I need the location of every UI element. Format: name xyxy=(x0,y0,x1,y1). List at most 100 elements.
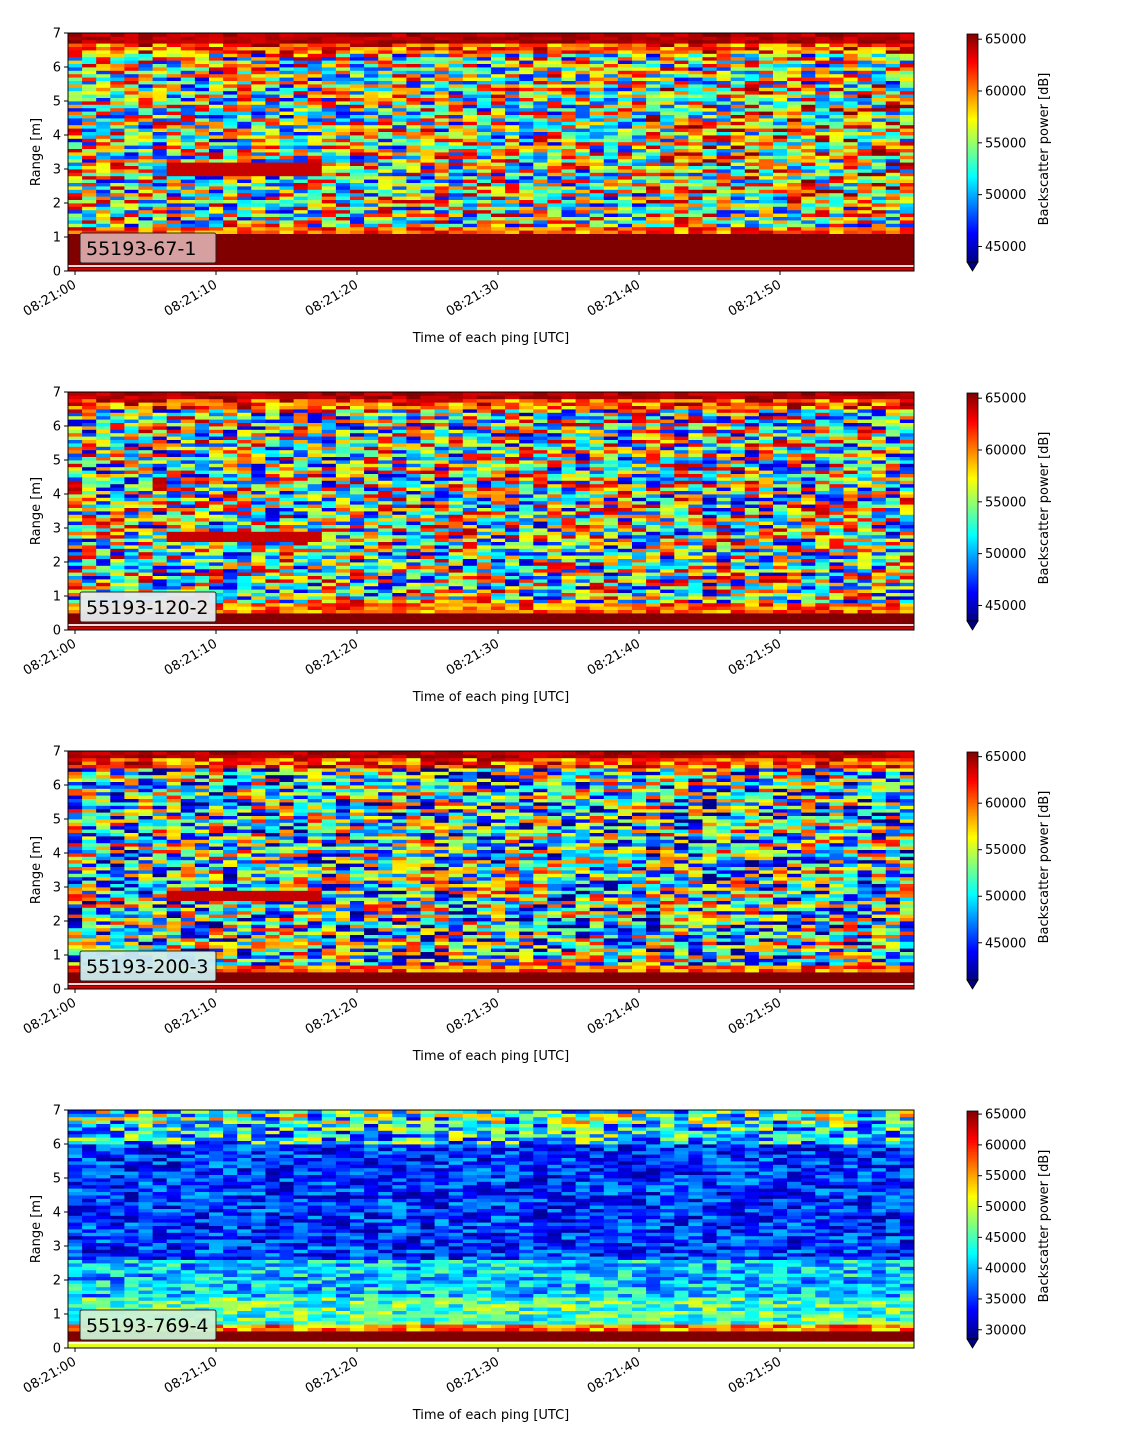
x-tick-label: 08:21:40 xyxy=(585,636,643,678)
colorbar-tick-label: 40000 xyxy=(985,1262,1026,1277)
x-tick-label: 08:21:00 xyxy=(21,1354,79,1396)
colorbar-tick-label: 35000 xyxy=(985,1292,1026,1307)
x-tick-label: 08:21:30 xyxy=(444,1354,502,1396)
colorbar-tick-label: 30000 xyxy=(985,1323,1026,1338)
colorbar-tick-label: 50000 xyxy=(985,890,1026,905)
x-tick-label: 08:21:30 xyxy=(444,277,502,319)
colorbar-tick-label: 45000 xyxy=(985,936,1026,951)
y-axis-label: Range [m] xyxy=(29,836,44,904)
x-tick-label: 08:21:20 xyxy=(303,636,361,678)
colorbar-tick-label: 45000 xyxy=(985,599,1026,614)
colorbar-tick-label: 55000 xyxy=(985,843,1026,858)
colorbar-extend-min xyxy=(966,979,979,990)
x-axis-label: Time of each ping [UTC] xyxy=(412,690,570,705)
colorbar-extend-min xyxy=(966,1338,979,1349)
y-tick-label: 5 xyxy=(53,813,61,828)
annotation-box xyxy=(79,591,217,623)
y-tick-label: 6 xyxy=(53,61,61,76)
x-tick-label: 08:21:20 xyxy=(303,277,361,319)
y-tick-label: 0 xyxy=(53,1342,61,1357)
surface-strip xyxy=(68,1342,914,1344)
x-tick-label: 08:21:00 xyxy=(21,636,79,678)
colorbar-tick-label: 65000 xyxy=(985,33,1026,48)
y-tick-label: 1 xyxy=(53,1308,61,1323)
y-tick-label: 2 xyxy=(53,556,61,571)
colorbar-tick-label: 60000 xyxy=(985,444,1026,459)
annotation-text: 55193-67-1 xyxy=(86,238,196,260)
panel-annotation: 55193-200-3 xyxy=(79,950,217,982)
colorbar-tick-label: 60000 xyxy=(985,1138,1026,1153)
colorbar-tick-label: 50000 xyxy=(985,547,1026,562)
y-tick-label: 3 xyxy=(53,1240,61,1255)
y-tick-label: 2 xyxy=(53,915,61,930)
x-axis-label: Time of each ping [UTC] xyxy=(412,331,570,346)
colorbar-tick-label: 65000 xyxy=(985,392,1026,407)
plot-frame xyxy=(67,32,915,272)
colorbar-tick-label: 55000 xyxy=(985,495,1026,510)
y-tick-label: 3 xyxy=(53,881,61,896)
colorbar-extend-min xyxy=(966,261,979,272)
y-tick-label: 6 xyxy=(53,779,61,794)
y-tick-label: 7 xyxy=(53,27,61,42)
x-tick-label: 08:21:10 xyxy=(162,1354,220,1396)
heatmap-panel-4: 0 1 2 3 4 5 6 7 Range [m] 08:21:00 08:21:10 08:21:2… xyxy=(21,1104,1052,1424)
y-tick-label: 7 xyxy=(53,386,61,401)
y-tick-label: 0 xyxy=(53,624,61,639)
x-tick-label: 08:21:20 xyxy=(303,1354,361,1396)
x-tick-label: 08:21:20 xyxy=(303,995,361,1037)
y-tick-label: 7 xyxy=(53,1104,61,1119)
colorbar-frame xyxy=(966,392,979,622)
y-tick-label: 6 xyxy=(53,1138,61,1153)
x-tick-label: 08:21:40 xyxy=(585,277,643,319)
colorbar-frame xyxy=(966,751,979,981)
y-tick-label: 4 xyxy=(53,129,61,144)
y-tick-label: 0 xyxy=(53,983,61,998)
surface-strip xyxy=(68,265,914,267)
y-tick-label: 4 xyxy=(53,488,61,503)
x-tick-label: 08:21:40 xyxy=(585,1354,643,1396)
colorbar-tick-label: 65000 xyxy=(985,1108,1026,1123)
y-tick-label: 5 xyxy=(53,454,61,469)
y-tick-label: 1 xyxy=(53,231,61,246)
y-tick-label: 0 xyxy=(53,265,61,280)
colorbar-tick-label: 65000 xyxy=(985,750,1026,765)
panel-annotation: 55193-120-2 xyxy=(79,591,217,623)
y-tick-label: 4 xyxy=(53,1206,61,1221)
colorbar-tick-label: 50000 xyxy=(985,1200,1026,1215)
colorbar-frame xyxy=(966,33,979,263)
x-tick-label: 08:21:50 xyxy=(726,636,784,678)
surface-strip xyxy=(68,624,914,626)
y-tick-label: 2 xyxy=(53,197,61,212)
x-tick-label: 08:21:50 xyxy=(726,995,784,1037)
colorbar-tick-label: 60000 xyxy=(985,797,1026,812)
x-tick-label: 08:21:00 xyxy=(21,277,79,319)
annotation-box xyxy=(79,950,217,982)
colorbar-tick-label: 50000 xyxy=(985,188,1026,203)
y-tick-label: 4 xyxy=(53,847,61,862)
plot-frame xyxy=(67,1109,915,1349)
x-axis-label: Time of each ping [UTC] xyxy=(412,1408,570,1423)
x-tick-label: 08:21:50 xyxy=(726,1354,784,1396)
panel-annotation: 55193-67-1 xyxy=(79,232,217,264)
x-tick-label: 08:21:40 xyxy=(585,995,643,1037)
x-tick-label: 08:21:30 xyxy=(444,995,502,1037)
y-tick-label: 3 xyxy=(53,163,61,178)
colorbar-tick-label: 45000 xyxy=(985,240,1026,255)
y-tick-label: 5 xyxy=(53,1172,61,1187)
annotation-text: 55193-120-2 xyxy=(86,597,209,619)
colorbar-tick-label: 45000 xyxy=(985,1231,1026,1246)
annotation-box xyxy=(79,232,217,264)
y-axis-label: Range [m] xyxy=(29,477,44,545)
y-tick-label: 3 xyxy=(53,522,61,537)
y-tick-label: 1 xyxy=(53,949,61,964)
y-axis-label: Range [m] xyxy=(29,118,44,186)
colorbar: 30000 35000 40000 45000 50000 55000 60000 65000… xyxy=(966,1108,1052,1349)
colorbar-label: Backscatter power [dB] xyxy=(1037,791,1052,944)
x-tick-label: 08:21:00 xyxy=(21,995,79,1037)
panel-annotation: 55193-769-4 xyxy=(79,1309,217,1341)
annotation-text: 55193-200-3 xyxy=(86,956,209,978)
colorbar-tick-label: 55000 xyxy=(985,136,1026,151)
y-tick-label: 1 xyxy=(53,590,61,605)
plot-frame xyxy=(67,391,915,631)
y-axis-label: Range [m] xyxy=(29,1195,44,1263)
